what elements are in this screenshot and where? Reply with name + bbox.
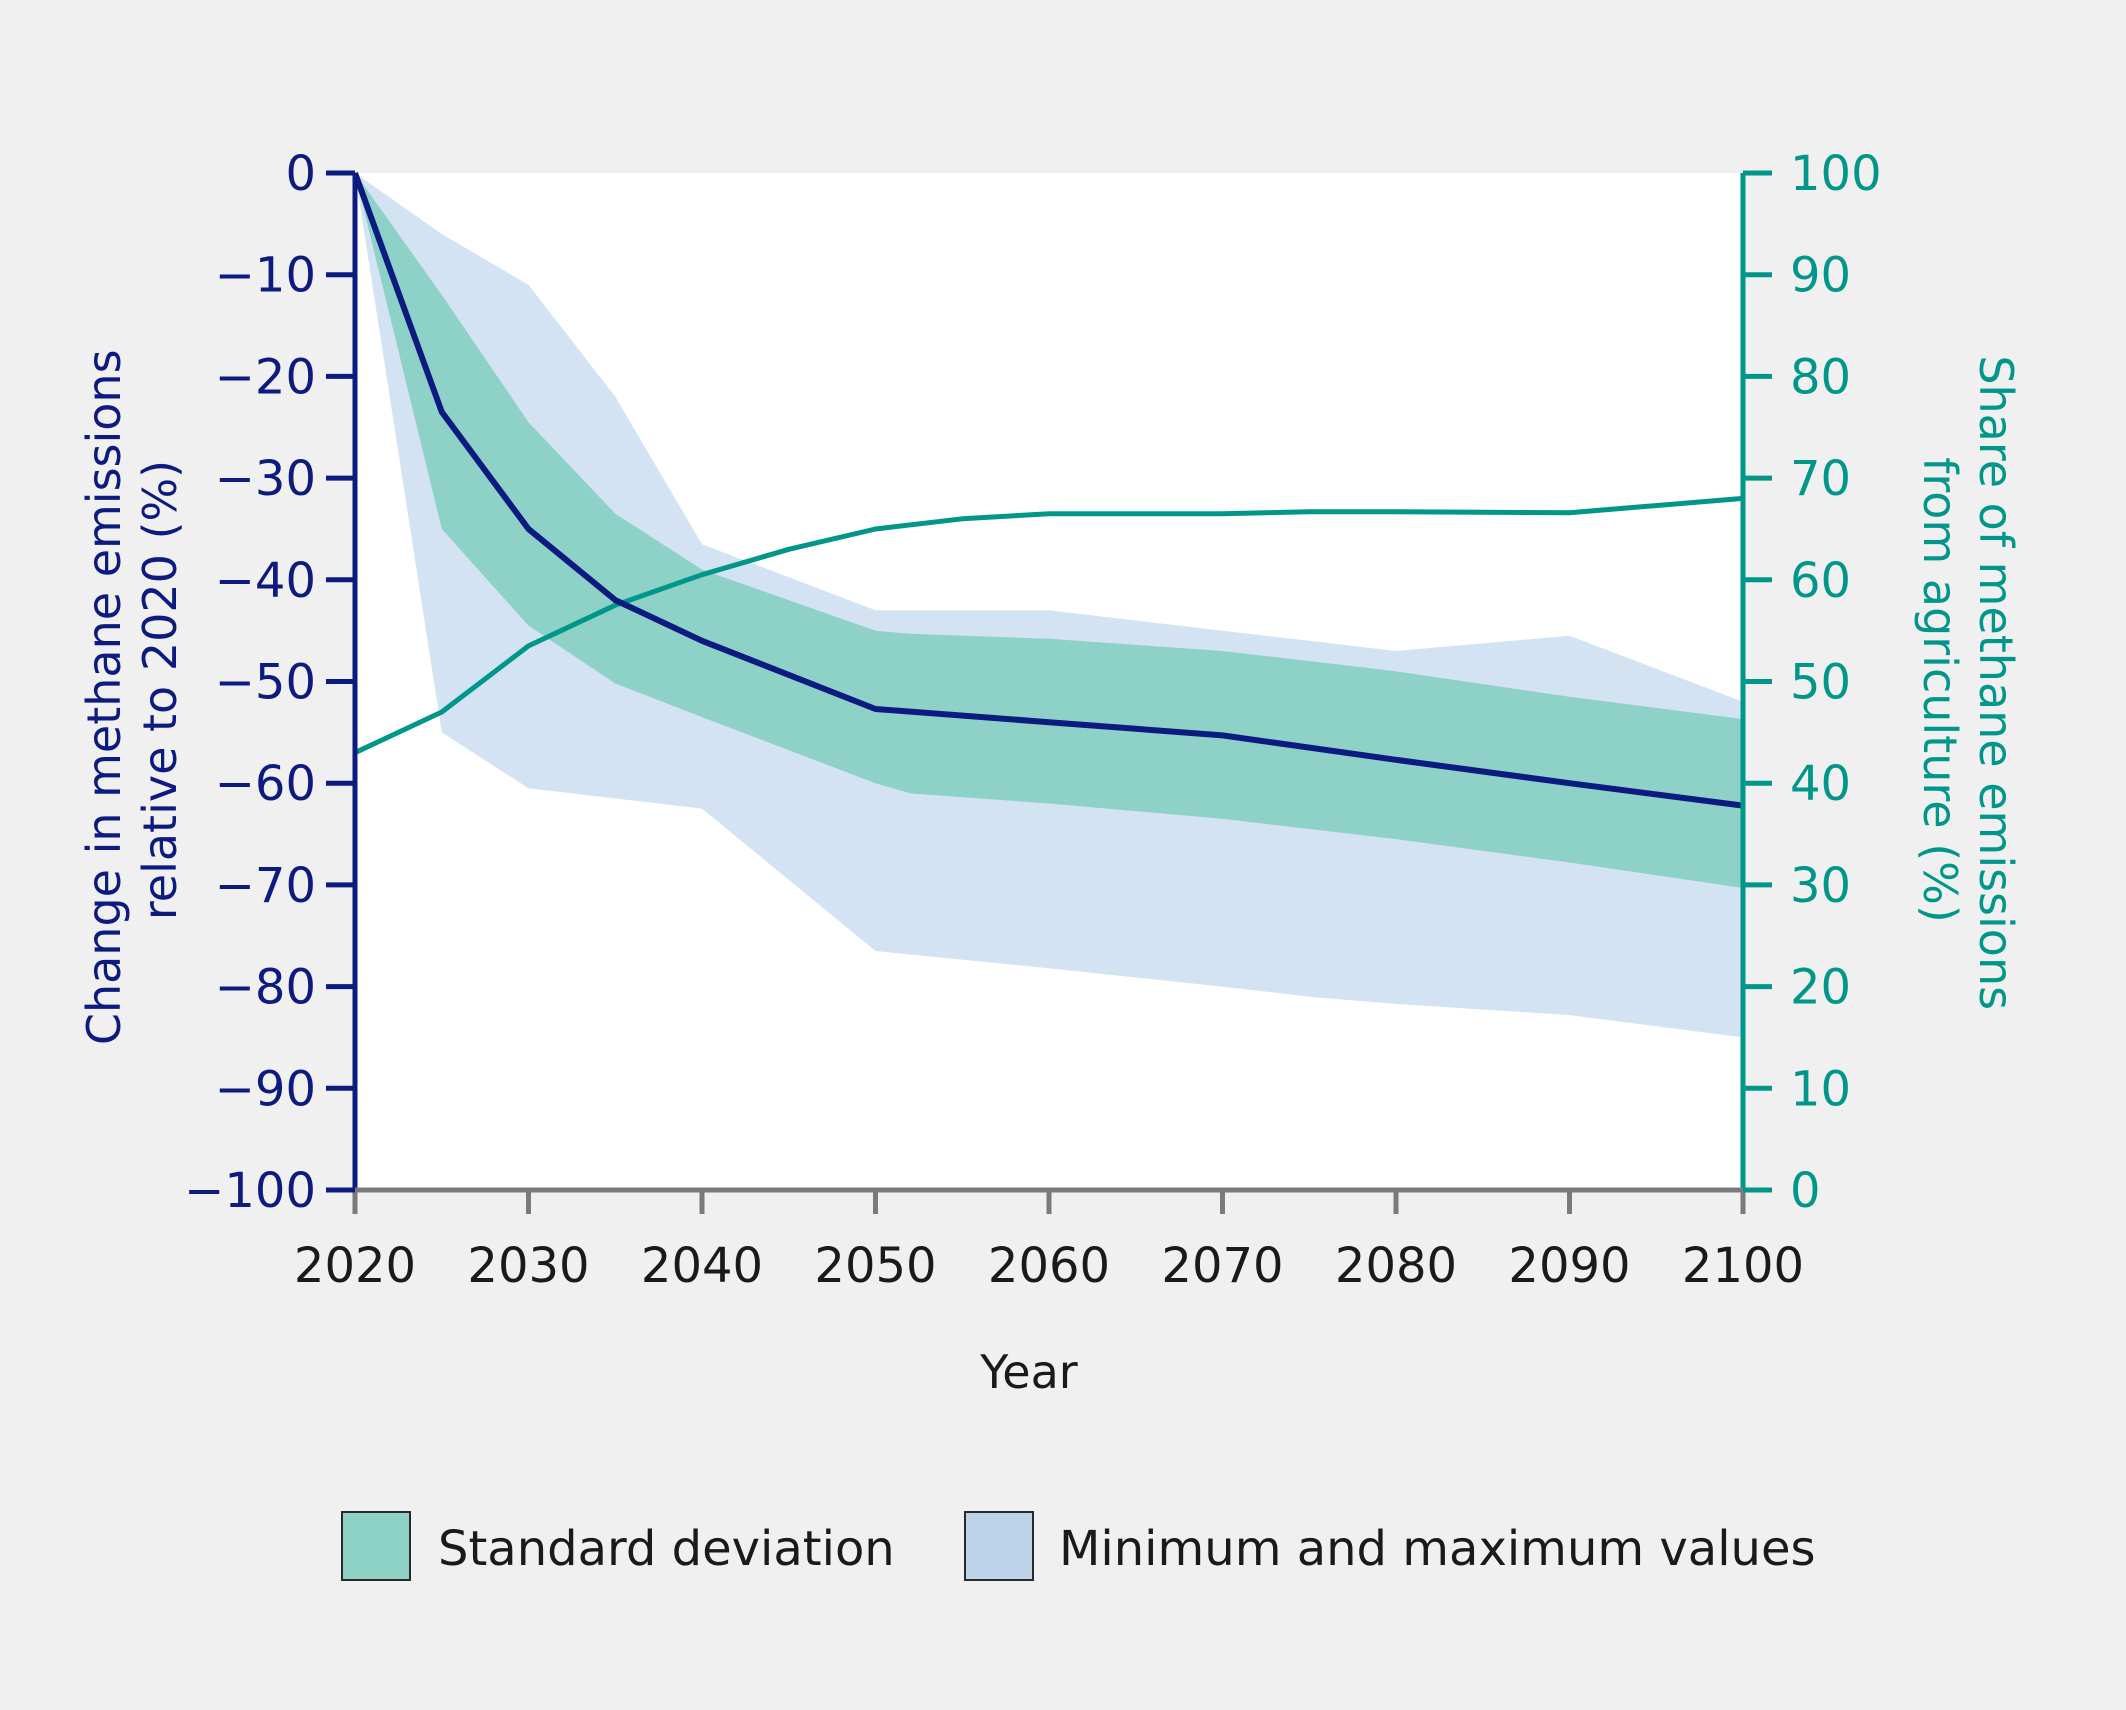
y-right-tick-label: 0 bbox=[1790, 1163, 1821, 1219]
y-right-tick-label: 10 bbox=[1790, 1061, 1851, 1117]
x-tick-label: 2050 bbox=[814, 1238, 936, 1294]
y-right-tick-label: 50 bbox=[1790, 655, 1851, 711]
y-right-tick-label: 40 bbox=[1790, 756, 1851, 812]
x-tick-label: 2090 bbox=[1508, 1238, 1630, 1294]
legend-label-minmax: Minimum and maximum values bbox=[1059, 1521, 1816, 1577]
left-axis-title-line-1: Change in methane emissions bbox=[77, 349, 131, 1045]
y-left-tick-label: −50 bbox=[215, 655, 316, 711]
share-agriculture-line bbox=[353, 495, 1744, 755]
y-right-tick-label: 100 bbox=[1790, 146, 1882, 202]
y-left-tick-label: −60 bbox=[215, 756, 316, 812]
y-right-tick-label: 90 bbox=[1790, 248, 1851, 304]
y-left-tick-label: −20 bbox=[215, 349, 316, 405]
legend-swatch-minmax bbox=[964, 1511, 1034, 1581]
x-tick-label: 2040 bbox=[641, 1238, 763, 1294]
y-left-tick-label: −10 bbox=[215, 248, 316, 304]
legend-swatch-std bbox=[341, 1511, 411, 1581]
y-left-tick-label: −90 bbox=[215, 1061, 316, 1117]
y-left-tick-label: −100 bbox=[184, 1163, 316, 1219]
y-right-tick-label: 20 bbox=[1790, 960, 1851, 1016]
right-axis-title-line-1: Share of methane emissions bbox=[1969, 355, 2023, 1010]
x-tick-label: 2070 bbox=[1161, 1238, 1283, 1294]
y-right-tick-label: 30 bbox=[1790, 858, 1851, 914]
x-tick-label: 2060 bbox=[988, 1238, 1110, 1294]
y-left-tick-label: −70 bbox=[215, 858, 316, 914]
y-left-tick-label: 0 bbox=[285, 146, 316, 202]
x-ticks: 2020 2030 2040 2050 2060 2070 2080 2090 2100 bbox=[294, 1190, 1804, 1294]
right-axis-title: Share of methane emissions from agricult… bbox=[1913, 355, 2023, 1024]
mean-change-line bbox=[352, 171, 1744, 809]
y-right-tick-label: 80 bbox=[1790, 349, 1851, 405]
x-tick-label: 2100 bbox=[1682, 1238, 1804, 1294]
std-band bbox=[355, 173, 1743, 888]
x-tick-label: 2020 bbox=[294, 1238, 416, 1294]
x-tick-label: 2030 bbox=[467, 1238, 589, 1294]
y-right-tick-label: 70 bbox=[1790, 451, 1851, 507]
legend: Standard deviation Minimum and maximum v… bbox=[341, 1511, 1816, 1581]
y-left-tick-label: −40 bbox=[215, 553, 316, 609]
x-axis-title: Year bbox=[979, 1345, 1077, 1399]
y-left-tick-label: −80 bbox=[215, 960, 316, 1016]
y-right-tick-label: 60 bbox=[1790, 553, 1851, 609]
y-left-tick-label: −30 bbox=[215, 451, 316, 507]
legend-label-std: Standard deviation bbox=[438, 1521, 895, 1577]
y-left-ticks: 0 −10 −20 −30 −40 −50 −60 −70 −80 −90 −100 bbox=[184, 146, 355, 1219]
left-axis-title-line-2: relative to 2020 (%) bbox=[133, 460, 187, 920]
right-axis-title-line-2: from agriculture (%) bbox=[1913, 457, 1967, 923]
x-tick-label: 2080 bbox=[1335, 1238, 1457, 1294]
left-axis-title: Change in methane emissions relative to … bbox=[77, 335, 187, 1045]
